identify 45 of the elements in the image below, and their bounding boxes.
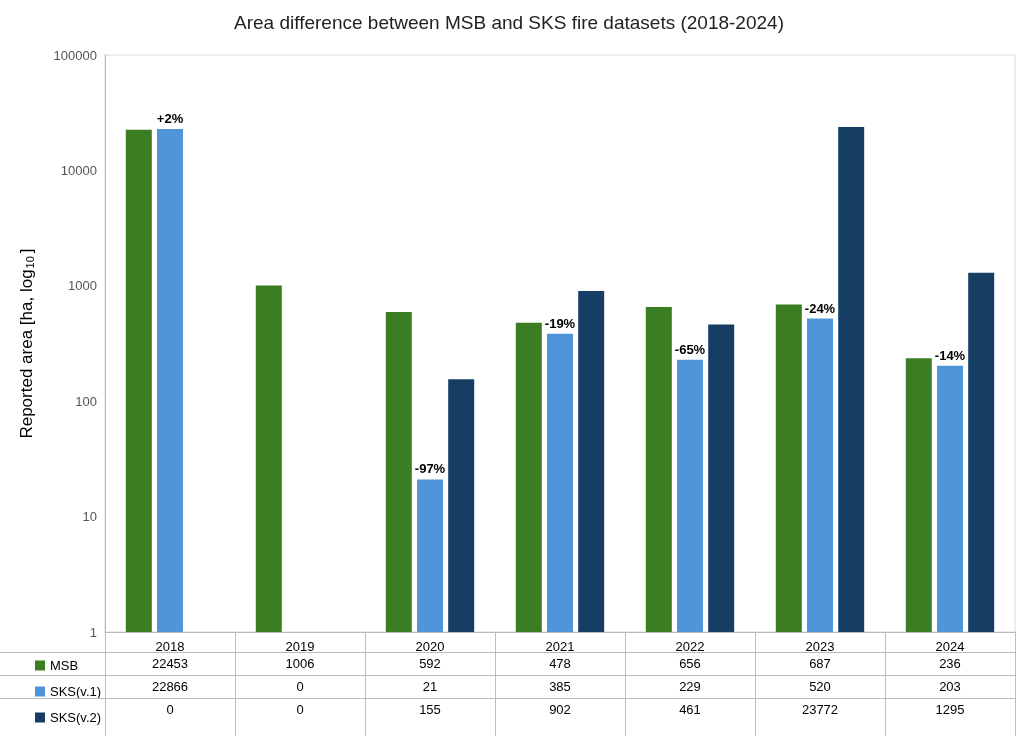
y-tick-label: 1000 <box>68 278 97 294</box>
annotation: -19% <box>544 315 576 331</box>
data-label: 461 <box>678 701 702 719</box>
data-label: 236 <box>939 656 961 671</box>
annotation: -65% <box>674 341 706 357</box>
data-label: 229 <box>678 678 702 696</box>
x-tick-label: 2020 <box>415 639 445 654</box>
data-label: 203 <box>938 678 962 696</box>
x-tick-label: 2019 <box>285 639 315 654</box>
data-label: 22866 <box>150 678 190 696</box>
x-tick-label: 2018 <box>155 639 185 654</box>
y-tick-label: 10 <box>82 509 97 525</box>
x-tick-label: 2023 <box>805 639 835 654</box>
y-tick-label: 100 <box>75 393 97 409</box>
data-label: 1295 <box>934 701 966 719</box>
data-label: 687 <box>809 656 831 671</box>
data-label: 22453 <box>151 656 189 671</box>
text: 0 <box>296 679 304 694</box>
x-tick-label: 2022 <box>675 639 705 654</box>
annotation: -24% <box>804 300 836 316</box>
text: 0 <box>296 702 304 717</box>
legend-label: SKS(v.1) <box>50 684 102 699</box>
y-tick-label: 10000 <box>60 162 97 178</box>
data-label: 385 <box>548 678 572 696</box>
data-label: 478 <box>549 656 571 671</box>
data-label: 21 <box>421 678 439 696</box>
x-tick-label: 2021 <box>545 639 575 654</box>
data-label: 520 <box>808 678 832 696</box>
legend-label: SKS(v.2) <box>50 710 102 725</box>
annotation: +2% <box>156 110 184 126</box>
text: 0 <box>166 702 174 717</box>
data-label: 1006 <box>285 656 315 671</box>
y-axis-title: Reported area [ha, log10] <box>17 248 36 439</box>
annotation: -97% <box>414 461 446 477</box>
chart-title: Area difference between MSB and SKS fire datasets (2018-2024) <box>234 12 784 33</box>
legend-label: MSB <box>50 658 79 673</box>
data-label: 23772 <box>800 701 840 719</box>
data-label: 902 <box>548 701 572 719</box>
x-tick-label: 2024 <box>935 639 965 654</box>
y-tick-label: 100000 <box>53 47 97 63</box>
data-label: 155 <box>418 701 442 719</box>
data-label: 656 <box>679 656 701 671</box>
data-label: 592 <box>419 656 441 671</box>
y-tick-label: 1 <box>89 624 97 640</box>
annotation: -14% <box>934 347 966 363</box>
